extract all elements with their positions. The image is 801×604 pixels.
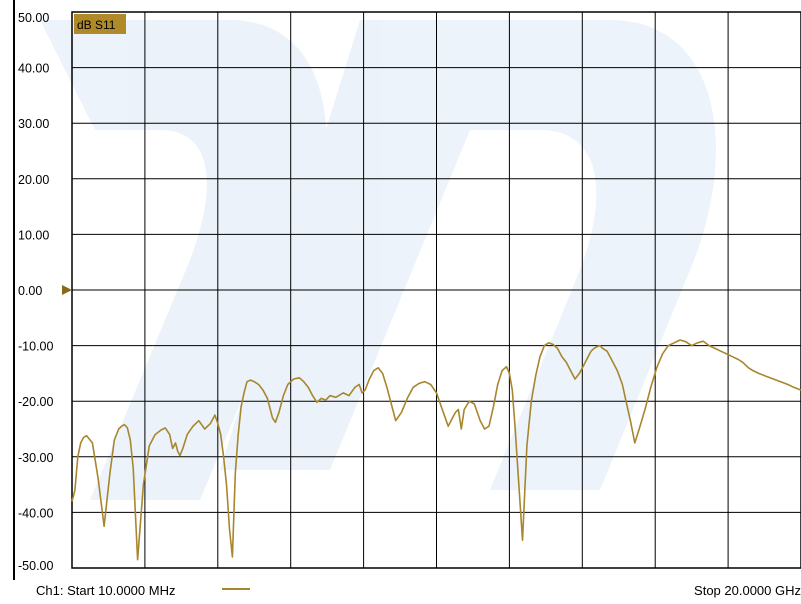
- trace-label-text: dB S11: [77, 18, 116, 32]
- y-tick-label: 40.00: [18, 62, 49, 76]
- y-tick-label: 30.00: [18, 117, 49, 131]
- reference-level-marker: [62, 285, 72, 295]
- grid: [72, 12, 801, 568]
- stop-frequency-label: Stop 20.0000 GHz: [694, 583, 801, 598]
- trace-s11-line: [71, 339, 801, 561]
- trace-label-background: [74, 14, 126, 34]
- left-frame-bar: [0, 0, 14, 604]
- y-tick-label: -20.00: [18, 395, 53, 409]
- y-tick-label: 50.00: [18, 11, 49, 25]
- y-tick-label: -30.00: [18, 451, 53, 465]
- y-tick-label: 0.00: [18, 284, 42, 298]
- y-tick-label: -10.00: [18, 340, 53, 354]
- trace-label[interactable]: dB S11: [74, 14, 126, 34]
- watermark-shape-left: [40, 20, 327, 500]
- y-tick-labels: 50.00 40.00 30.00 20.00 10.00 0.00 -10.00 -20.0…: [18, 11, 53, 573]
- start-frequency-label: Ch1: Start 10.0000 MHz: [36, 583, 175, 598]
- y-tick-label: -50.00: [18, 559, 53, 573]
- watermark: [40, 20, 716, 500]
- y-tick-label: -40.00: [18, 506, 53, 520]
- footer: Ch1: Start 10.0000 MHz Stop 20.0000 GHz: [36, 583, 801, 598]
- watermark-shape-right: [220, 20, 716, 490]
- y-tick-label: 10.00: [18, 228, 49, 242]
- y-tick-label: 20.00: [18, 173, 49, 187]
